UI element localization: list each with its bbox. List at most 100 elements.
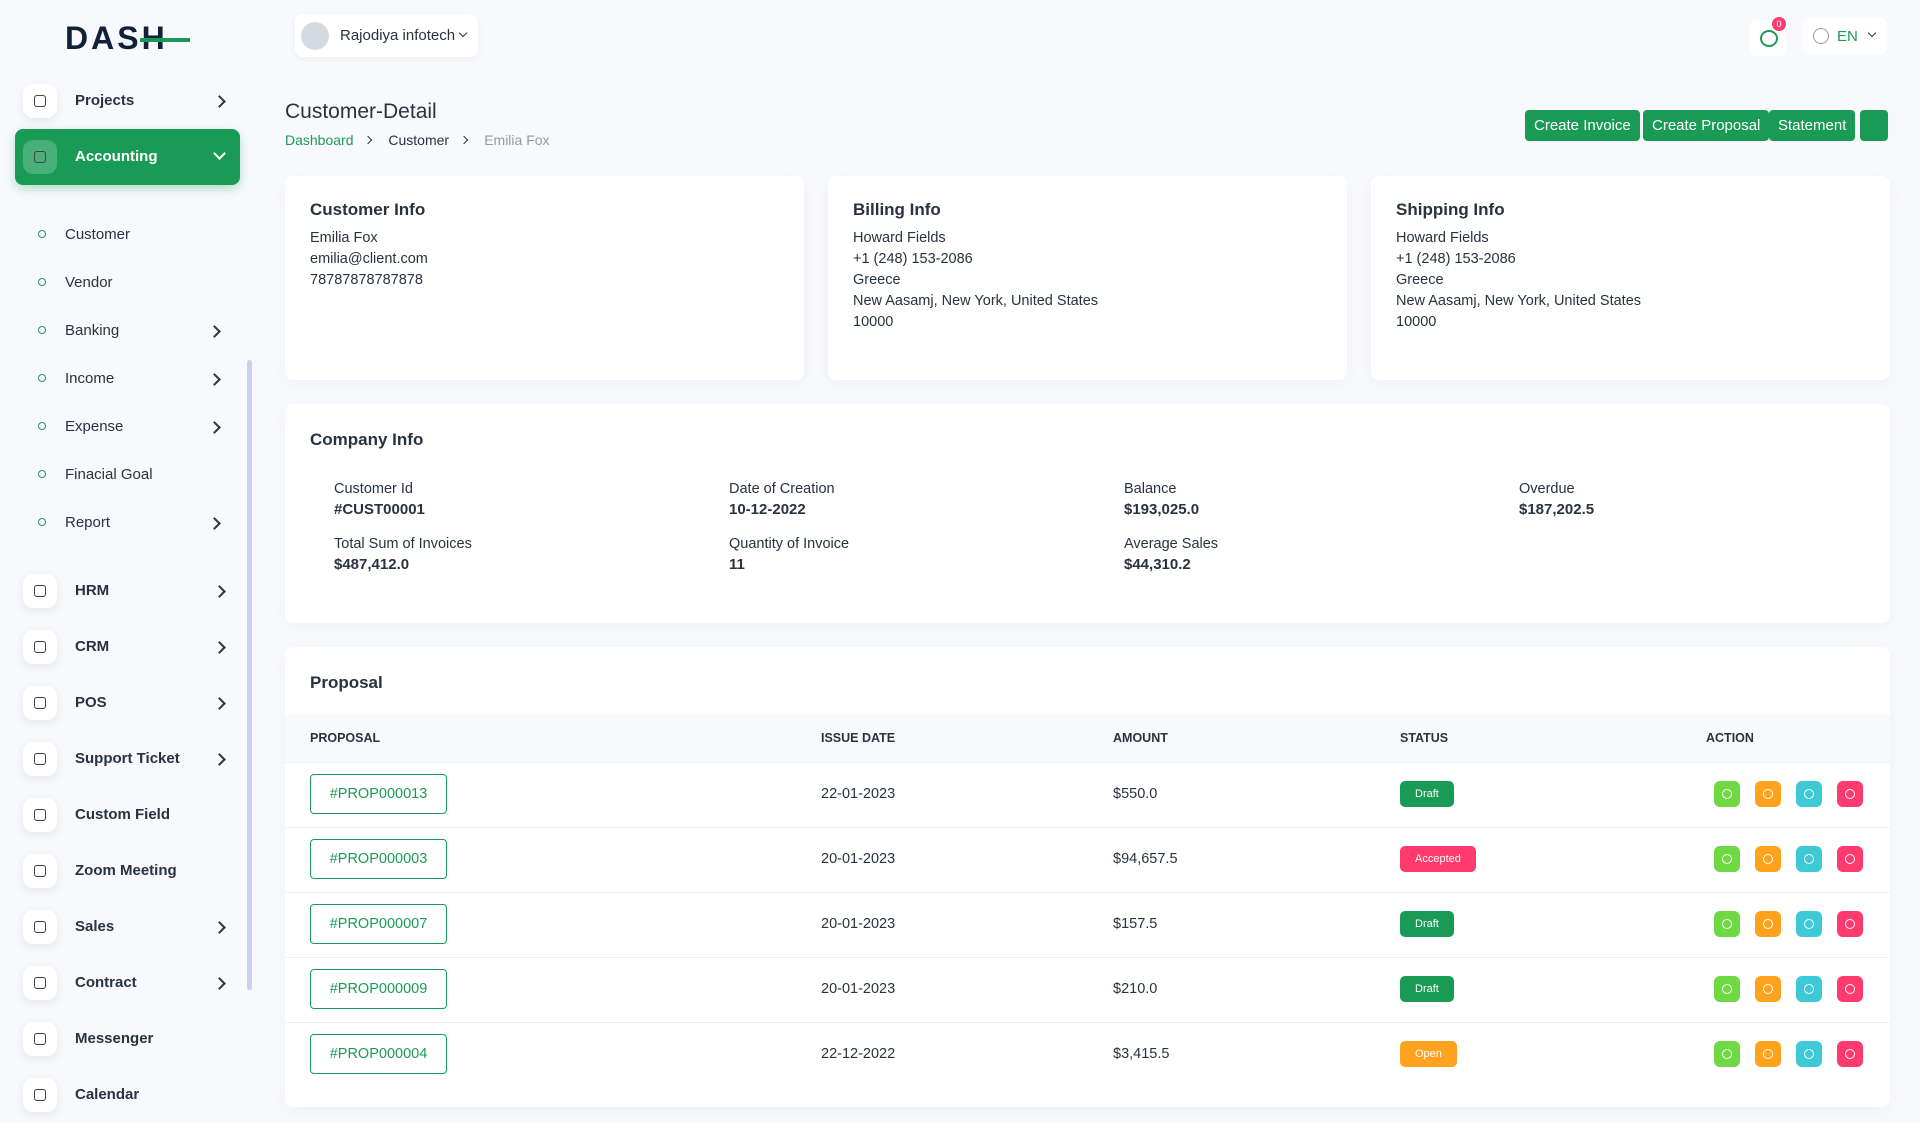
nav-chevron (208, 421, 221, 434)
status-badge: Accepted (1400, 846, 1476, 872)
breadcrumb[interactable]: Customer (388, 132, 450, 148)
row-action[interactable] (1714, 846, 1740, 872)
subnav-item[interactable]: Report (30, 503, 230, 543)
user-menu[interactable]: Rajodiya infotech (295, 14, 478, 57)
notifications[interactable]: 0 (1750, 17, 1786, 56)
nav-label: Support Ticket (75, 750, 180, 767)
row-action[interactable] (1837, 846, 1863, 872)
subnav-item[interactable]: Expense (30, 407, 230, 447)
page: DASH Rajodiya infotech 0 EN Projects Accounti… (15, 14, 1890, 1103)
card-line: New Aasamj, New York, United States (1396, 293, 1642, 309)
nav-item[interactable]: Contract (15, 955, 240, 1011)
card-line: +1 (248) 153-2086 (853, 251, 973, 267)
subnav-item[interactable]: Customer (30, 215, 230, 255)
nav-chevron (213, 641, 226, 654)
amount: $3,415.5 (1113, 1046, 1170, 1062)
status-badge: Draft (1400, 911, 1454, 937)
proposal-id[interactable]: #PROP000013 (310, 774, 447, 814)
subnav-label: Report (65, 514, 111, 531)
subnav-label: Customer (65, 226, 131, 243)
app: DASH Rajodiya infotech 0 EN Projects Accounti… (15, 14, 1890, 1103)
breadcrumb[interactable]: Dashboard (285, 132, 354, 148)
nav-item[interactable]: HRM (15, 563, 240, 619)
subnav-item[interactable]: Finacial Goal (30, 455, 230, 495)
caret (1867, 28, 1877, 38)
language[interactable]: EN (1803, 17, 1887, 55)
dot (38, 326, 46, 334)
row-action[interactable] (1796, 976, 1822, 1002)
field-label: Date of Creation (729, 481, 835, 497)
nav-item[interactable]: Accounting (15, 129, 240, 185)
field-value: $187,202.5 (1519, 501, 1595, 518)
dot (38, 422, 46, 430)
nav-item[interactable]: Custom Field (15, 787, 240, 843)
field-label: Average Sales (1124, 536, 1219, 552)
nav-item[interactable]: POS (15, 675, 240, 731)
nav-item[interactable]: CRM (15, 619, 240, 675)
subnav-label: Expense (65, 418, 124, 435)
subnav-item[interactable]: Banking (30, 311, 230, 351)
action-button[interactable]: Statement (1769, 110, 1856, 141)
row-action[interactable] (1796, 781, 1822, 807)
row-action[interactable] (1837, 976, 1863, 1002)
row-action[interactable] (1837, 911, 1863, 937)
nav-item[interactable]: Messenger (15, 1011, 240, 1067)
row-action[interactable] (1796, 911, 1822, 937)
action-button[interactable]: Create Proposal (1643, 110, 1770, 141)
column-header: AMOUNT (1113, 731, 1168, 745)
column-header: STATUS (1400, 731, 1449, 745)
row-action[interactable] (1755, 781, 1781, 807)
action-button[interactable]: Create Invoice (1525, 110, 1640, 141)
row-action[interactable] (1714, 781, 1740, 807)
row-action[interactable] (1837, 781, 1863, 807)
field-value: 11 (729, 556, 745, 573)
dot (38, 230, 46, 238)
card-title: Company Info (310, 430, 424, 449)
row-action[interactable] (1796, 846, 1822, 872)
nav-label: Contract (75, 974, 137, 991)
nav-item[interactable]: Projects (15, 73, 240, 129)
field-value: #CUST00001 (334, 501, 425, 518)
nav-item[interactable]: Support Ticket (15, 731, 240, 787)
nav-icon (23, 798, 57, 832)
amount: $94,657.5 (1113, 851, 1178, 867)
subnav-label: Income (65, 370, 115, 387)
subnav-item[interactable]: Income (30, 359, 230, 399)
row-action[interactable] (1755, 976, 1781, 1002)
nav-chevron (213, 147, 226, 160)
row-action[interactable] (1714, 1041, 1740, 1067)
page-title: Customer-Detail (285, 100, 437, 123)
row-action[interactable] (1755, 1041, 1781, 1067)
field-label: Balance (1124, 481, 1177, 497)
nav-icon (23, 84, 57, 118)
proposal-id[interactable]: #PROP000003 (310, 839, 447, 879)
field-value: $44,310.2 (1124, 556, 1191, 573)
row-action[interactable] (1796, 1041, 1822, 1067)
row-action[interactable] (1837, 1041, 1863, 1067)
edit-button[interactable] (1860, 110, 1888, 141)
row-action[interactable] (1755, 911, 1781, 937)
row-action[interactable] (1714, 976, 1740, 1002)
chat-icon (1760, 30, 1778, 47)
field-label: Quantity of Invoice (729, 536, 850, 552)
nav-icon (23, 630, 57, 664)
nav-chevron (208, 517, 221, 530)
nav-label: HRM (75, 582, 110, 599)
dot (38, 518, 46, 526)
proposal-id[interactable]: #PROP000009 (310, 969, 447, 1009)
nav-icon (23, 1022, 57, 1056)
card-line: Howard Fields (1396, 230, 1489, 246)
card-line: 78787878787878 (310, 272, 423, 288)
status-badge: Draft (1400, 976, 1454, 1002)
nav-item[interactable]: Calendar (15, 1067, 240, 1123)
subnav-item[interactable]: Vendor (30, 263, 230, 303)
nav-label: Messenger (75, 1030, 154, 1047)
card-line: Greece (1396, 272, 1444, 288)
proposal-id[interactable]: #PROP000007 (310, 904, 447, 944)
row-action[interactable] (1714, 911, 1740, 937)
card-title: Customer Info (310, 200, 426, 219)
proposal-id[interactable]: #PROP000004 (310, 1034, 447, 1074)
nav-item[interactable]: Sales (15, 899, 240, 955)
row-action[interactable] (1755, 846, 1781, 872)
nav-item[interactable]: Zoom Meeting (15, 843, 240, 899)
